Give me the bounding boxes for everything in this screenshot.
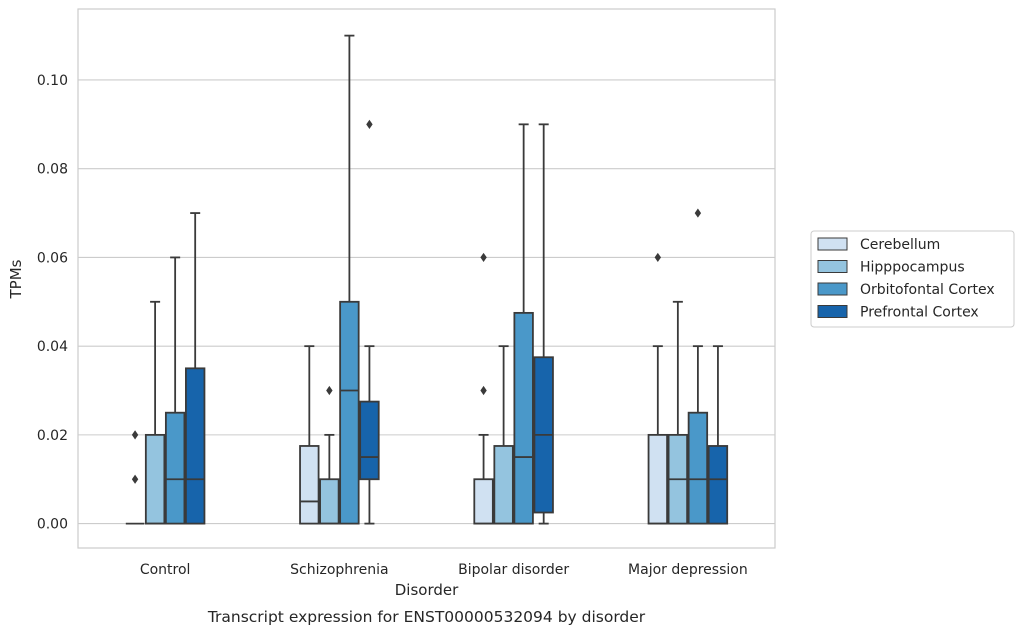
x-tick-labels: Control Schizophrenia Bipolar disorder Majo… xyxy=(140,562,748,578)
legend-label: Hipppocampus xyxy=(860,260,965,276)
box-prefrontal-cortex xyxy=(533,123,554,525)
legend-swatch xyxy=(817,305,848,318)
box xyxy=(707,445,729,525)
box xyxy=(339,300,360,525)
box xyxy=(473,478,494,525)
box xyxy=(513,311,534,525)
x-tick-label: Schizophrenia xyxy=(290,562,388,578)
x-tick-label: Control xyxy=(140,562,191,578)
box-cerebellum xyxy=(299,345,320,525)
legend-label: Orbitofontal Cortex xyxy=(860,282,995,298)
box-hipppocampus xyxy=(319,385,340,525)
box xyxy=(185,367,206,525)
y-tick-label: 0.02 xyxy=(37,428,68,444)
box xyxy=(687,411,709,525)
plot-frame xyxy=(77,8,776,549)
box-plot-area xyxy=(125,34,729,525)
legend-label: Prefrontal Cortex xyxy=(860,305,979,321)
outlier-point xyxy=(131,474,139,484)
box-prefrontal-cortex xyxy=(359,119,380,525)
box-orbitofontal-cortex xyxy=(339,34,360,525)
y-tick-label: 0.00 xyxy=(37,517,68,533)
box xyxy=(359,400,380,481)
legend-swatch xyxy=(817,260,848,273)
legend-swatch xyxy=(817,282,848,296)
x-tick-label: Major depression xyxy=(628,562,748,578)
legend-label: Cerebellum xyxy=(860,237,940,253)
box-cerebellum xyxy=(647,252,668,525)
y-tick-label: 0.04 xyxy=(37,339,68,355)
box xyxy=(319,478,340,525)
box-hipppocampus xyxy=(144,300,166,525)
legend-frame xyxy=(810,230,1015,328)
x-axis-label: Disorder xyxy=(395,581,459,599)
y-tick-labels: 0.00 0.02 0.04 0.06 0.08 0.10 xyxy=(37,73,68,533)
legend: Cerebellum Hipppocampus Orbitofontal Corte… xyxy=(810,230,1015,328)
x-tick-label: Bipolar disorder xyxy=(458,562,569,578)
box-orbitofontal-cortex xyxy=(164,256,186,525)
outlier-point xyxy=(480,385,487,396)
box-prefrontal-cortex xyxy=(707,345,729,525)
outlier-point xyxy=(480,252,487,263)
box xyxy=(647,433,668,525)
y-axis-label: TPMs xyxy=(7,259,25,299)
box-orbitofontal-cortex xyxy=(513,123,534,525)
outlier-point xyxy=(366,119,373,129)
box-hipppocampus xyxy=(667,300,689,525)
chart-caption: Transcript expression for ENST0000053209… xyxy=(207,608,646,626)
box-prefrontal-cortex xyxy=(185,212,206,525)
outlier-point xyxy=(131,430,139,440)
box xyxy=(299,445,320,525)
box-cerebellum xyxy=(473,252,494,525)
y-tick-label: 0.10 xyxy=(37,73,68,89)
y-tick-label: 0.08 xyxy=(37,162,68,178)
box xyxy=(493,445,514,525)
box-cerebellum xyxy=(125,430,145,525)
y-tick-label: 0.06 xyxy=(37,250,68,266)
legend-swatch xyxy=(817,237,848,251)
box xyxy=(144,433,166,525)
outlier-point xyxy=(326,385,333,396)
box-orbitofontal-cortex xyxy=(687,208,709,525)
outlier-point xyxy=(654,252,662,263)
box-hipppocampus xyxy=(493,345,514,525)
outlier-point xyxy=(694,208,702,218)
box xyxy=(164,411,186,525)
